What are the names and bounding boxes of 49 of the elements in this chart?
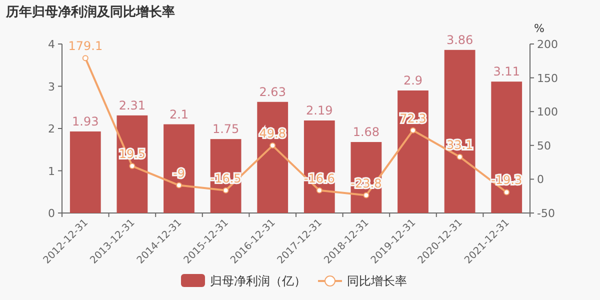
data-label: 1.93: [72, 114, 99, 128]
data-label: 2.63: [259, 84, 286, 99]
y2-tick-label: 100: [537, 106, 558, 119]
data-label: 2.19: [306, 103, 333, 118]
bar: [116, 115, 148, 213]
bar: [70, 131, 101, 213]
y2-tick-label: -50: [537, 207, 555, 220]
bar: [398, 90, 428, 213]
data-label: 1.68: [352, 125, 380, 140]
legend-label: 归母净利润（亿）: [210, 274, 306, 288]
data-label: 2.1: [169, 107, 189, 122]
data-label: 2.9: [403, 73, 423, 88]
data-label: 1.75: [212, 122, 240, 136]
data-label: 3.11: [493, 64, 520, 79]
y2-tick-label: 50: [537, 139, 551, 152]
y2-tick-label: 0: [537, 173, 544, 186]
point: [129, 163, 136, 170]
legend-label: 同比增长率: [347, 274, 407, 288]
data-label: 179.1: [68, 39, 103, 54]
y-tick-label: 1: [48, 164, 55, 178]
bar: [304, 120, 335, 213]
point: [410, 127, 416, 134]
point: [270, 142, 276, 149]
bar: [164, 124, 194, 213]
bar: [444, 50, 476, 213]
point: [456, 154, 463, 160]
data-label: 33.1: [446, 138, 474, 152]
point: [82, 55, 88, 62]
point: [316, 187, 322, 194]
point: [222, 187, 229, 194]
data-label: 3.86: [446, 32, 474, 47]
data-label: 2.31: [118, 98, 146, 112]
point: [363, 192, 370, 198]
data-label: -9: [173, 166, 185, 180]
data-label: 72.3: [400, 111, 426, 126]
y2-axis-title: %: [534, 22, 544, 35]
bar: [257, 102, 288, 213]
y-tick-label: 2: [48, 122, 55, 136]
data-label: -19.3: [491, 173, 522, 188]
y2-tick-label: 200: [537, 38, 558, 51]
bar: [491, 82, 522, 213]
point: [504, 189, 510, 196]
y-tick-label: 3: [48, 80, 55, 94]
data-label: 49.8: [259, 126, 286, 141]
y-tick-label: 4: [48, 38, 55, 51]
chart-title: 历年归母净利润及同比增长率: [5, 4, 175, 20]
point: [176, 182, 182, 188]
y-tick-label: 0: [48, 207, 55, 220]
y2-tick-label: 150: [537, 72, 558, 85]
